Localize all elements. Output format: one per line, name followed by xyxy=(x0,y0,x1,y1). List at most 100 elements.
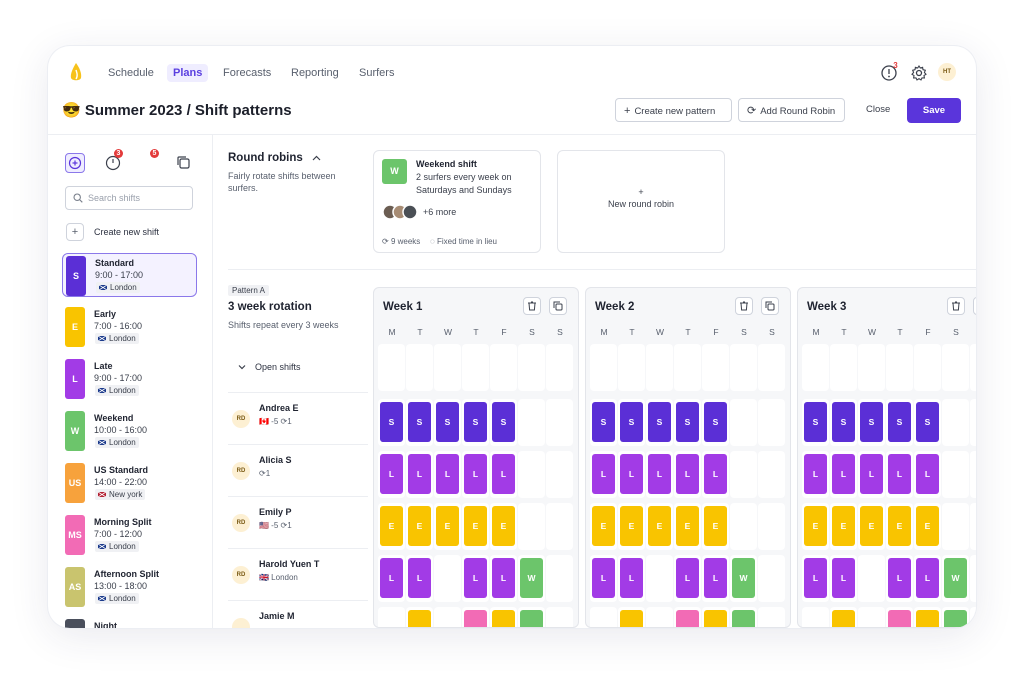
shift-mark[interactable]: L xyxy=(676,454,699,494)
schedule-cell[interactable] xyxy=(378,344,405,391)
duplicate-week-button[interactable] xyxy=(761,297,779,315)
schedule-cell[interactable] xyxy=(590,607,617,627)
schedule-cell[interactable]: S xyxy=(830,399,857,446)
shift-mark[interactable]: S xyxy=(804,402,827,442)
shift-mark[interactable]: S xyxy=(620,402,643,442)
schedule-cell[interactable] xyxy=(758,344,785,391)
schedule-cell[interactable] xyxy=(886,344,913,391)
shift-mark[interactable]: L xyxy=(676,558,699,598)
shift-mark[interactable]: L xyxy=(916,454,939,494)
schedule-cell[interactable] xyxy=(730,399,757,446)
schedule-cell[interactable]: L xyxy=(378,451,405,498)
schedule-cell[interactable]: L xyxy=(674,451,701,498)
copy-icon[interactable] xyxy=(175,154,193,172)
schedule-cell[interactable] xyxy=(518,399,545,446)
schedule-cell[interactable]: E xyxy=(702,503,729,550)
search-shifts-input[interactable]: Search shifts xyxy=(65,186,193,210)
schedule-cell[interactable] xyxy=(942,344,969,391)
nav-surfers[interactable]: Surfers xyxy=(359,67,395,79)
schedule-cell[interactable]: E xyxy=(406,607,433,627)
nav-plans[interactable]: Plans xyxy=(167,64,209,82)
shift-mark[interactable]: L xyxy=(492,558,515,598)
schedule-cell[interactable] xyxy=(758,451,785,498)
schedule-cell[interactable]: E xyxy=(434,503,461,550)
delete-week-button[interactable] xyxy=(947,297,965,315)
shift-mark[interactable]: E xyxy=(916,506,939,546)
schedule-cell[interactable] xyxy=(970,451,976,498)
schedule-cell[interactable]: W xyxy=(730,607,757,627)
nav-schedule[interactable]: Schedule xyxy=(108,67,154,79)
tab-add[interactable] xyxy=(65,153,85,173)
shift-item-standard[interactable]: S Standard 9:00 - 17:00 London xyxy=(62,253,197,297)
shift-mark[interactable]: W xyxy=(732,610,755,627)
add-round-robin-button[interactable]: ⟳ Add Round Robin xyxy=(738,98,845,122)
person-row[interactable]: RD Emily P 🇺🇸 -5 ⟳1 xyxy=(228,496,368,549)
schedule-cell[interactable]: L xyxy=(674,555,701,602)
schedule-cell[interactable]: S xyxy=(702,399,729,446)
schedule-cell[interactable]: L xyxy=(914,451,941,498)
schedule-cell[interactable]: S xyxy=(434,399,461,446)
schedule-cell[interactable] xyxy=(802,344,829,391)
schedule-cell[interactable] xyxy=(434,344,461,391)
schedule-cell[interactable]: L xyxy=(858,451,885,498)
person-row[interactable]: RD Harold Yuen T 🇬🇧 London xyxy=(228,548,368,601)
schedule-cell[interactable]: L xyxy=(646,451,673,498)
schedule-cell[interactable] xyxy=(970,503,976,550)
schedule-cell[interactable] xyxy=(490,344,517,391)
schedule-cell[interactable]: E xyxy=(646,503,673,550)
shift-mark[interactable]: E xyxy=(408,506,431,546)
schedule-cell[interactable]: S xyxy=(802,399,829,446)
shift-mark[interactable]: E xyxy=(704,610,727,627)
schedule-cell[interactable]: S xyxy=(674,399,701,446)
schedule-cell[interactable]: L xyxy=(886,451,913,498)
shift-mark[interactable]: S xyxy=(704,402,727,442)
shift-mark[interactable]: E xyxy=(648,506,671,546)
shift-mark[interactable]: E xyxy=(408,610,431,627)
shift-mark[interactable]: W xyxy=(944,558,967,598)
schedule-cell[interactable]: S xyxy=(490,399,517,446)
chevron-up-icon[interactable] xyxy=(312,155,321,161)
shift-mark[interactable]: S xyxy=(592,402,615,442)
schedule-cell[interactable] xyxy=(858,607,885,627)
shift-mark[interactable]: S xyxy=(676,402,699,442)
schedule-cell[interactable] xyxy=(730,451,757,498)
shift-item-afternoon-split[interactable]: AS Afternoon Split 13:00 - 18:00 London xyxy=(62,565,197,609)
schedule-cell[interactable] xyxy=(378,607,405,627)
shift-item-us-standard[interactable]: US US Standard 14:00 - 22:00 New york xyxy=(62,461,197,505)
shift-mark[interactable]: MS xyxy=(676,610,699,627)
shift-mark[interactable]: L xyxy=(804,558,827,598)
shift-mark[interactable]: E xyxy=(832,506,855,546)
schedule-cell[interactable]: E xyxy=(830,607,857,627)
shift-mark[interactable]: E xyxy=(492,506,515,546)
schedule-cell[interactable] xyxy=(646,607,673,627)
schedule-cell[interactable]: W xyxy=(730,555,757,602)
clock-icon[interactable] xyxy=(104,154,122,172)
delete-week-button[interactable] xyxy=(523,297,541,315)
schedule-cell[interactable]: E xyxy=(914,503,941,550)
shift-mark[interactable]: E xyxy=(620,610,643,627)
schedule-cell[interactable]: L xyxy=(490,555,517,602)
shift-mark[interactable]: E xyxy=(620,506,643,546)
schedule-cell[interactable]: E xyxy=(858,503,885,550)
schedule-cell[interactable]: W xyxy=(518,555,545,602)
schedule-cell[interactable] xyxy=(618,344,645,391)
schedule-cell[interactable]: L xyxy=(378,555,405,602)
shift-mark[interactable]: E xyxy=(492,610,515,627)
schedule-cell[interactable]: L xyxy=(590,555,617,602)
open-shifts-toggle[interactable]: Open shifts xyxy=(238,362,301,372)
schedule-cell[interactable]: S xyxy=(858,399,885,446)
schedule-cell[interactable]: E xyxy=(618,607,645,627)
schedule-cell[interactable]: L xyxy=(702,451,729,498)
close-button[interactable]: Close xyxy=(866,104,891,115)
shift-mark[interactable]: L xyxy=(380,558,403,598)
shift-mark[interactable]: E xyxy=(380,506,403,546)
schedule-cell[interactable]: L xyxy=(802,555,829,602)
create-pattern-button[interactable]: + Create new pattern xyxy=(615,98,732,122)
shift-mark[interactable]: L xyxy=(408,454,431,494)
shift-mark[interactable]: L xyxy=(620,454,643,494)
schedule-cell[interactable]: E xyxy=(886,503,913,550)
shift-mark[interactable]: L xyxy=(492,454,515,494)
schedule-cell[interactable]: S xyxy=(378,399,405,446)
schedule-cell[interactable]: L xyxy=(490,451,517,498)
schedule-cell[interactable] xyxy=(730,344,757,391)
